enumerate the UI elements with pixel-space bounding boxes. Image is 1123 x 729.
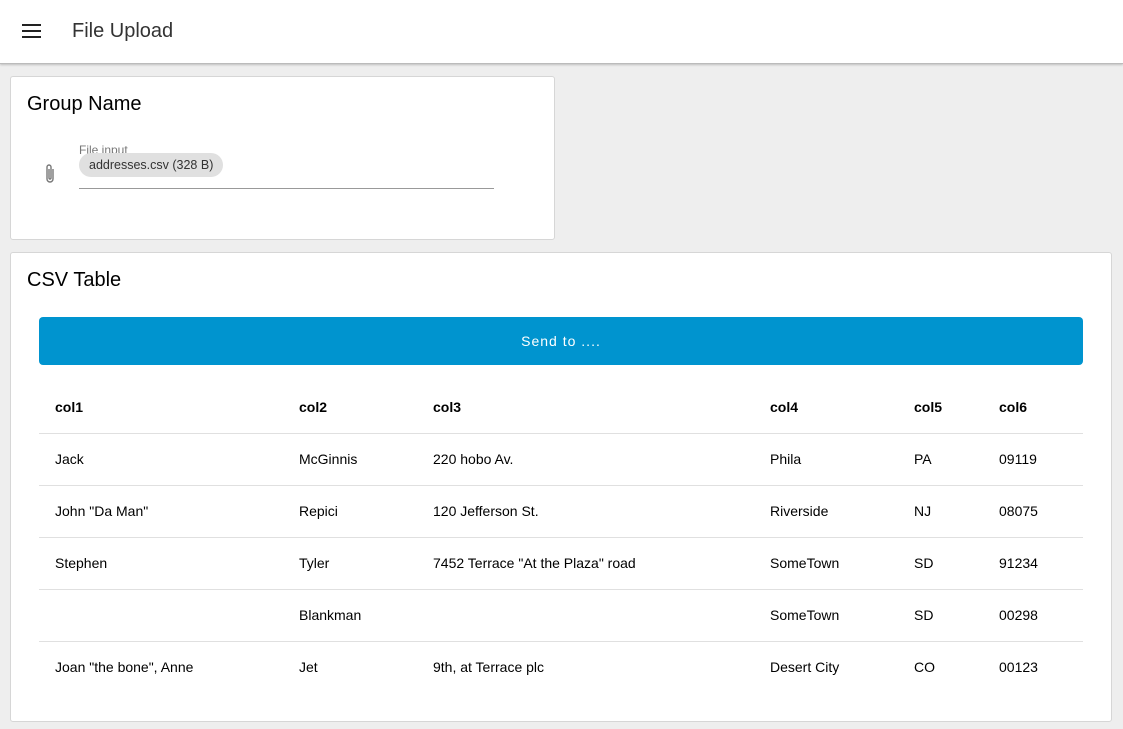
table-cell: NJ: [898, 485, 983, 538]
paperclip-icon[interactable]: [44, 163, 56, 185]
table-row: Blankman SomeTown SD 00298: [39, 589, 1083, 642]
table-cell: McGinnis: [283, 433, 417, 486]
table-cell: Blankman: [283, 589, 417, 642]
hamburger-menu-icon[interactable]: [22, 24, 41, 38]
send-button[interactable]: Send to ....: [39, 317, 1083, 365]
file-chip[interactable]: addresses.csv (328 B): [79, 153, 224, 177]
table-cell: Phila: [754, 433, 898, 486]
file-input[interactable]: [79, 188, 494, 189]
csv-card-title: CSV Table: [27, 269, 122, 291]
table-cell: Riverside: [754, 485, 898, 538]
column-header: col3: [417, 381, 754, 434]
table-cell: 08075: [983, 485, 1083, 538]
table-row: John "Da Man" Repici 120 Jefferson St. Rive…: [39, 485, 1083, 538]
table-cell: Repici: [283, 485, 417, 538]
table-cell: PA: [898, 433, 983, 486]
column-header: col5: [898, 381, 983, 434]
table-row: Joan "the bone", Anne Jet 9th, at Terrace …: [39, 641, 1083, 693]
column-header: col4: [754, 381, 898, 434]
table-cell: Stephen: [39, 537, 283, 590]
table-cell: [39, 589, 283, 642]
column-header: col2: [283, 381, 417, 434]
app-bar: File Upload: [0, 0, 1123, 64]
group-card: Group Name File input addresses.csv (328…: [10, 76, 555, 240]
table-cell: John "Da Man": [39, 485, 283, 538]
table-cell: 120 Jefferson St.: [417, 485, 754, 538]
table-cell: SD: [898, 589, 983, 642]
group-card-title: Group Name: [27, 93, 142, 115]
table-header-row: col1 col2 col3 col4 col5 col6: [39, 381, 1083, 434]
table-cell: 9th, at Terrace plc: [433, 659, 545, 676]
table-cell: 00298: [983, 589, 1083, 642]
table-cell: 09119: [983, 433, 1083, 486]
table-row: Jack McGinnis 220 hobo Av. Phila PA 09119: [39, 433, 1083, 486]
table-cell: 7452 Terrace "At the Plaza" road: [417, 537, 754, 590]
table-cell: 91234: [983, 537, 1083, 590]
table-cell: 220 hobo Av.: [417, 433, 754, 486]
table-cell: [417, 589, 754, 642]
table-cell: Joan "the bone", Anne: [55, 659, 194, 676]
table-cell: Jet: [299, 659, 318, 676]
table-cell: Tyler: [283, 537, 417, 590]
table-cell: Desert City: [770, 659, 840, 676]
csv-table: col1 col2 col3 col4 col5 col6 Jack McGinnis 220…: [39, 381, 1083, 693]
table-cell: SD: [898, 537, 983, 590]
table-cell: SomeTown: [754, 537, 898, 590]
csv-card: CSV Table Send to .... col1 col2 col3 col4 c…: [10, 252, 1112, 722]
table-cell: 00123: [999, 659, 1038, 676]
page-title: File Upload: [72, 20, 174, 42]
column-header: col1: [39, 381, 283, 434]
table-cell: CO: [914, 659, 935, 676]
table-cell: Jack: [39, 433, 283, 486]
table-cell: SomeTown: [754, 589, 898, 642]
column-header: col6: [983, 381, 1083, 434]
table-row: Stephen Tyler 7452 Terrace "At the Plaza" …: [39, 537, 1083, 590]
